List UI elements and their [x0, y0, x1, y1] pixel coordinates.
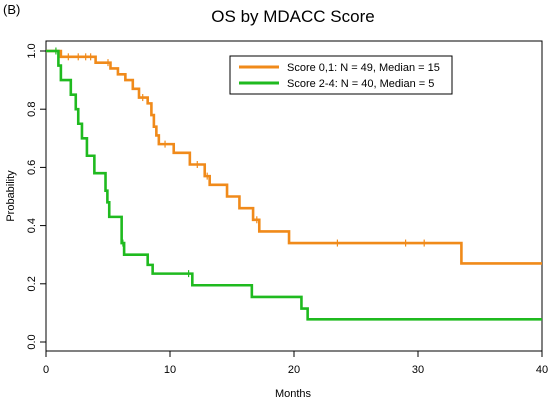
panel-label: (B) [3, 2, 21, 17]
y-tick-label-4: 0.8 [26, 102, 38, 117]
y-tick-label-3: 0.6 [26, 160, 38, 175]
x-tick-label-3: 30 [412, 364, 424, 376]
legend: Score 0,1: N = 49, Median = 15 Score 2-4… [229, 55, 453, 95]
series-layer [46, 47, 542, 321]
x-tick-label-1: 10 [164, 364, 176, 376]
legend-box [229, 55, 453, 95]
y-tick-label-2: 0.4 [26, 218, 38, 233]
y-tick-label-5: 1.0 [26, 43, 38, 58]
y-tick-label-1: 0.2 [26, 276, 38, 291]
survival-curve-0 [46, 49, 542, 265]
x-tick-label-0: 0 [43, 364, 49, 376]
series-0 [46, 49, 542, 265]
x-axis: 0 10 20 30 40 [43, 351, 548, 376]
legend-label-score-2-4: Score 2-4: N = 40, Median = 5 [287, 78, 434, 90]
series-1 [46, 47, 542, 321]
y-tick-label-0: 0.0 [26, 334, 38, 349]
chart-title: OS by MDACC Score [211, 7, 374, 26]
y-axis-title: Probability [5, 170, 17, 222]
x-tick-label-2: 20 [288, 364, 300, 376]
y-axis: 0.0 0.2 0.4 0.6 0.8 1.0 [26, 43, 46, 350]
x-axis-title: Months [275, 388, 312, 400]
x-tick-label-4: 40 [536, 364, 548, 376]
survival-curve-1 [46, 49, 542, 321]
legend-label-score-0-1: Score 0,1: N = 49, Median = 15 [287, 62, 440, 74]
